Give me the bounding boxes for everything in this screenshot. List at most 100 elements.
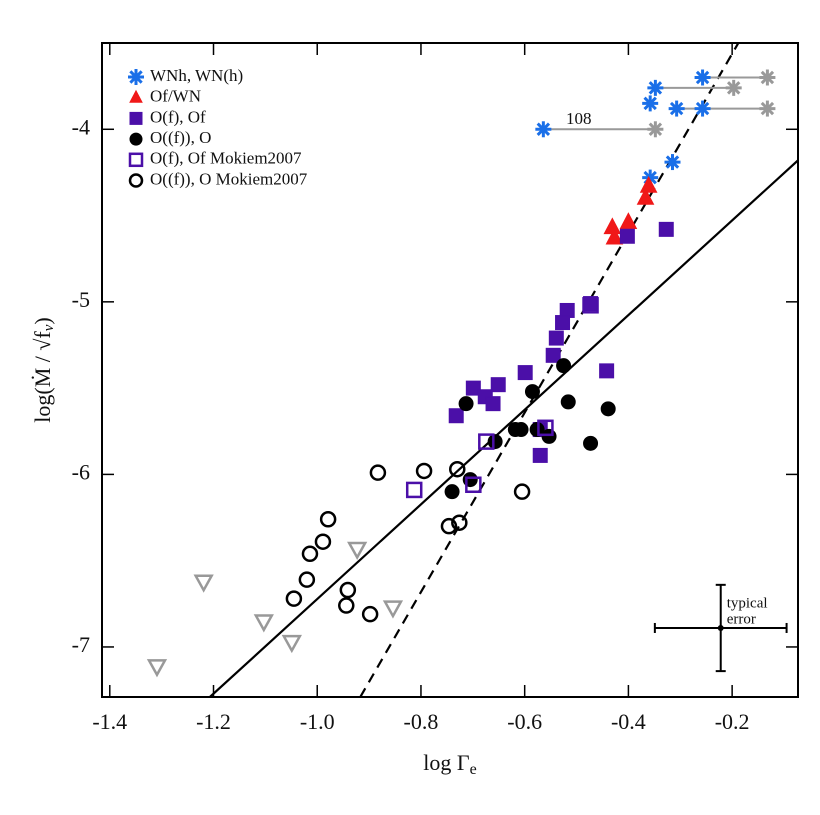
y-tick-label: -6 <box>72 459 90 484</box>
asterisk-stroke <box>536 122 551 136</box>
x-tick-label: -1.2 <box>196 709 231 734</box>
point <box>314 533 332 550</box>
asterisk-stroke <box>695 101 710 116</box>
x-tick-label: -1.0 <box>300 709 335 734</box>
y-axis-label: log(Ṁ / √fv) <box>30 317 57 423</box>
legend-marker <box>128 173 144 188</box>
fit-line <box>359 43 740 697</box>
point <box>694 69 711 86</box>
legend-label: O(f), Of Mokiem2007 <box>150 149 302 168</box>
legend-marker <box>129 111 143 125</box>
point <box>319 511 337 528</box>
legend-label: Of/WN <box>150 87 201 106</box>
point <box>281 634 302 654</box>
plot-frame <box>101 42 799 698</box>
point <box>556 358 572 374</box>
plot-area <box>146 43 798 697</box>
asterisk-stroke <box>760 101 775 116</box>
point <box>478 433 495 450</box>
point <box>694 100 711 117</box>
legend-marker <box>129 89 143 103</box>
point <box>647 79 664 96</box>
x-tick-label: -0.4 <box>611 709 646 734</box>
x-axis-label-sub: e <box>470 761 477 778</box>
y-tick-label: -5 <box>72 287 90 312</box>
error-label: error <box>727 611 756 627</box>
point <box>369 464 387 481</box>
point <box>449 460 466 478</box>
point <box>513 483 531 500</box>
point <box>658 221 674 237</box>
point <box>339 581 357 599</box>
point <box>465 476 482 494</box>
legend-marker <box>128 69 144 85</box>
legend-label: O((f)), O Mokiem2007 <box>150 169 308 188</box>
point <box>639 175 658 193</box>
point <box>636 188 655 205</box>
legend-label: O(f), Of <box>150 107 206 126</box>
point <box>485 396 501 412</box>
x-tick-label: -0.6 <box>507 709 542 734</box>
asterisk-stroke <box>695 70 710 85</box>
point <box>382 600 404 619</box>
asterisk-stroke <box>648 81 663 95</box>
y-axis-label-end: ) <box>30 317 55 324</box>
asterisk-stroke <box>648 122 663 136</box>
point <box>451 514 468 531</box>
x-axis-label: log Γe <box>423 750 476 778</box>
asterisk-stroke <box>726 81 741 95</box>
annotation: 108 <box>566 109 592 128</box>
point <box>517 365 533 381</box>
point <box>458 396 474 412</box>
point <box>444 484 460 500</box>
point <box>537 419 554 437</box>
point <box>301 545 319 563</box>
asterisk-stroke <box>643 96 657 111</box>
point <box>664 154 681 171</box>
point <box>619 212 638 229</box>
point <box>146 659 168 678</box>
y-tick-label: -7 <box>72 632 90 657</box>
point <box>555 315 571 331</box>
point <box>347 541 368 560</box>
legend-marker <box>129 132 143 146</box>
point <box>545 347 561 363</box>
point <box>440 517 458 535</box>
x-tick-label: -1.4 <box>92 709 127 734</box>
point <box>642 95 659 112</box>
point <box>599 363 615 379</box>
point <box>490 377 506 393</box>
point <box>759 69 776 86</box>
point <box>448 408 464 424</box>
point <box>583 435 599 451</box>
x-tick-label: -0.8 <box>404 709 439 734</box>
point <box>759 100 776 117</box>
point <box>668 100 685 117</box>
point <box>535 121 552 138</box>
x-axis-label-main: log Γ <box>423 750 470 775</box>
point <box>415 462 433 480</box>
point <box>193 574 214 593</box>
point <box>298 571 316 588</box>
point <box>647 121 664 138</box>
point <box>361 605 379 623</box>
point <box>253 614 274 633</box>
point <box>465 380 481 396</box>
legend-label: O((f)), O <box>150 128 211 147</box>
point <box>524 384 540 400</box>
point <box>532 447 548 463</box>
point <box>405 481 423 499</box>
error-center <box>717 624 724 631</box>
point <box>487 434 503 450</box>
point <box>582 297 599 314</box>
point <box>548 330 564 346</box>
asterisk-stroke <box>760 70 775 85</box>
point <box>560 394 576 410</box>
fit-line <box>209 159 798 697</box>
point <box>541 428 557 444</box>
legend-marker <box>128 152 144 168</box>
y-axis-label-sub: v <box>41 324 57 331</box>
error-label: typical <box>727 595 768 611</box>
point <box>603 217 622 235</box>
